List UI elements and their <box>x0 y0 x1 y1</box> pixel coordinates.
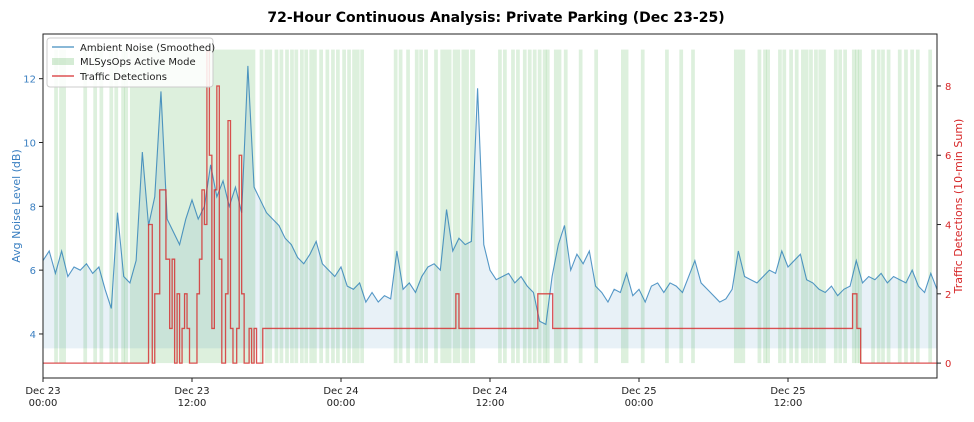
left-y-tick-label: 6 <box>30 266 36 277</box>
x-tick-label: 12:00 <box>774 398 803 409</box>
x-tick-label: 00:00 <box>327 398 356 409</box>
right-y-tick-label: 2 <box>945 290 951 301</box>
left-y-axis: 4 6 8 10 12 <box>23 75 43 341</box>
legend-active-label: MLSysOps Active Mode <box>80 57 196 68</box>
x-tick-label: 12:00 <box>178 398 207 409</box>
right-y-tick-label: 6 <box>945 151 951 162</box>
x-tick-label: 00:00 <box>625 398 654 409</box>
x-tick-label: Dec 25 <box>621 386 656 397</box>
legend-noise-label: Ambient Noise (Smoothed) <box>80 43 215 54</box>
left-y-tick-label: 12 <box>23 75 36 86</box>
left-y-tick-label: 10 <box>23 138 36 149</box>
left-y-tick-label: 4 <box>30 330 36 341</box>
x-tick-label: Dec 23 <box>25 386 60 397</box>
right-axis-label: Traffic Detections (10-min Sum) <box>952 119 965 295</box>
right-y-tick-label: 4 <box>945 221 951 232</box>
legend-traffic-label: Traffic Detections <box>79 72 167 83</box>
x-tick-label: Dec 23 <box>174 386 209 397</box>
legend-active-swatch <box>52 58 74 65</box>
x-tick-label: 12:00 <box>476 398 505 409</box>
x-tick-label: Dec 25 <box>770 386 805 397</box>
right-y-tick-label: 8 <box>945 82 951 93</box>
left-axis-label: Avg Noise Level (dB) <box>10 149 23 263</box>
x-tick-label: Dec 24 <box>472 386 507 397</box>
legend: Ambient Noise (Smoothed) MLSysOps Active… <box>47 38 215 87</box>
right-y-axis: 0 2 4 6 8 <box>937 82 951 370</box>
x-tick-label: Dec 24 <box>323 386 358 397</box>
chart-title: 72-Hour Continuous Analysis: Private Par… <box>267 10 724 26</box>
right-y-tick-label: 0 <box>945 359 951 370</box>
left-y-tick-label: 8 <box>30 202 36 213</box>
x-tick-label: 00:00 <box>29 398 58 409</box>
